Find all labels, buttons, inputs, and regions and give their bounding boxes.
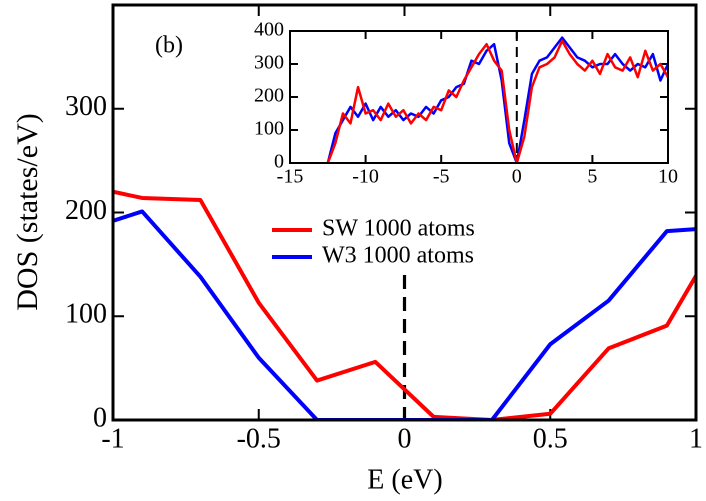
x-tick-label: 0.5 xyxy=(533,423,568,454)
x-tick-label: 10 xyxy=(658,166,678,188)
x-tick-label: 5 xyxy=(587,166,597,188)
y-tick-label: 0 xyxy=(274,151,284,173)
y-tick-label: 0 xyxy=(93,402,107,433)
series-line xyxy=(113,209,696,420)
x-tick-label: -5 xyxy=(433,166,450,188)
plot-frame xyxy=(289,30,669,164)
x-tick-label: -1 xyxy=(101,423,124,454)
plot-frame xyxy=(111,3,698,422)
plot-area xyxy=(290,31,668,163)
y-tick-label: 100 xyxy=(254,118,284,140)
y-tick-label: 400 xyxy=(254,19,284,41)
x-tick-label: 1 xyxy=(689,423,703,454)
x-axis-label: E (eV) xyxy=(367,464,442,495)
y-tick-label: 300 xyxy=(254,52,284,74)
y-tick-label: 300 xyxy=(65,91,107,122)
series-line xyxy=(326,39,668,163)
x-tick-label: -15 xyxy=(277,166,304,188)
legend-label: W3 1000 atoms xyxy=(322,243,474,269)
y-axis-label: DOS (states/eV) xyxy=(11,113,44,310)
annotation: (b) xyxy=(155,33,183,59)
legend-label: SW 1000 atoms xyxy=(322,216,475,242)
x-tick-label: -0.5 xyxy=(237,423,281,454)
x-tick-label: -10 xyxy=(352,166,379,188)
y-tick-label: 200 xyxy=(254,85,284,107)
x-tick-label: 0 xyxy=(398,423,412,454)
y-tick-label: 200 xyxy=(65,195,107,226)
y-tick-label: 100 xyxy=(65,299,107,330)
x-tick-label: 0 xyxy=(512,166,522,188)
series-line xyxy=(113,189,696,420)
